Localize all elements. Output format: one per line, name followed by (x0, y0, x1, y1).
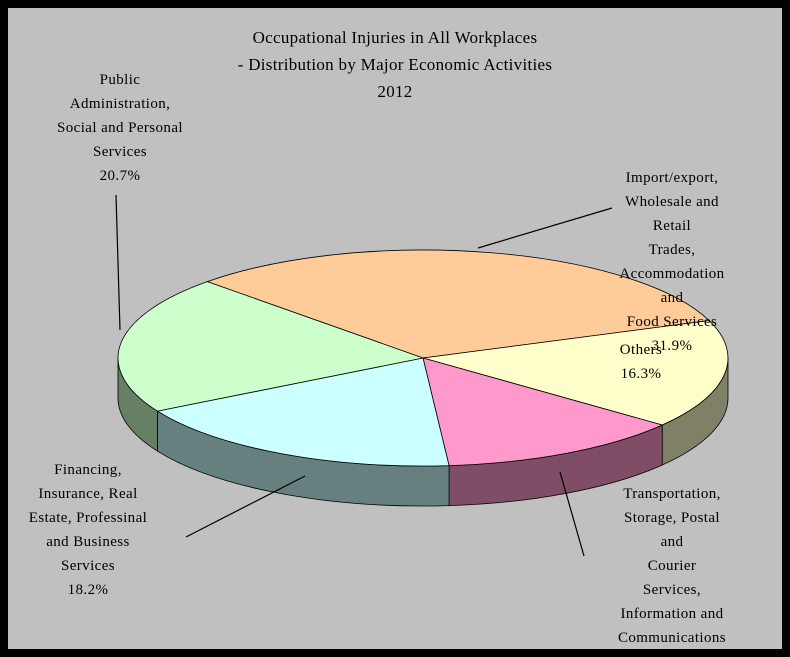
value-label: 13.0% (617, 650, 727, 657)
slice-label: Public Administration, Social and Person… (57, 68, 183, 188)
slice (422, 320, 729, 426)
leader-line (115, 194, 121, 331)
slice-label: Others 16.3% (620, 338, 662, 386)
slice (156, 357, 450, 467)
slice-label: Import/export, Wholesale and Retail Trad… (617, 166, 727, 358)
slice (117, 281, 425, 412)
category-label: Others (619, 342, 663, 358)
category-label: Transportation, Storage, Postal and Cour… (617, 486, 727, 646)
slice (206, 249, 710, 359)
value-label: 18.2% (67, 582, 109, 598)
leader-line (559, 471, 585, 557)
category-label: Import/export, Wholesale and Retail Trad… (619, 170, 725, 330)
category-label: Financing, Insurance, Real Estate, Profe… (28, 462, 148, 574)
leader-line (477, 207, 613, 249)
leader-line (185, 475, 306, 538)
slice (422, 357, 664, 467)
category-label: Public Administration, Social and Person… (57, 72, 183, 160)
value-label: 31.9% (651, 338, 693, 354)
value-label: 20.7% (99, 168, 141, 184)
slice-label: Financing, Insurance, Real Estate, Profe… (29, 458, 147, 602)
chart-title: Occupational Injuries in All Workplaces … (237, 28, 553, 101)
slice-label: Transportation, Storage, Postal and Cour… (617, 482, 727, 657)
value-label: 16.3% (620, 366, 662, 382)
